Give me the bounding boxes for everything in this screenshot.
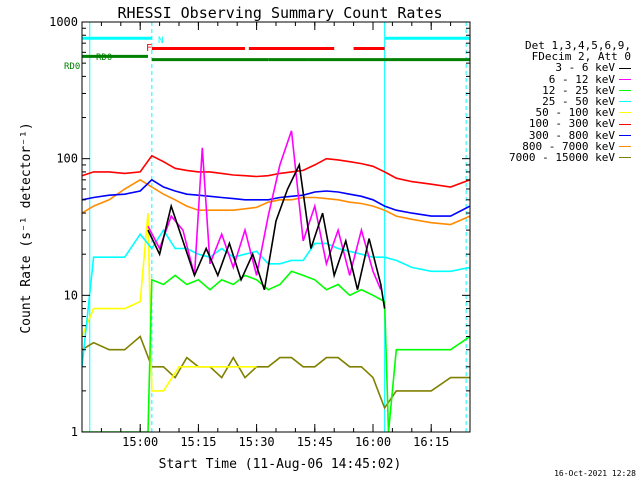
plot-area xyxy=(82,22,470,432)
y-tick-label-2: 100 xyxy=(56,152,78,166)
legend-entry-label: 3 - 6 keV xyxy=(555,61,615,75)
series-line-6 xyxy=(82,178,470,217)
legend-entry: 12 - 25 keV xyxy=(480,85,635,96)
timestamp-footer: 16-Oct-2021 12:28 xyxy=(554,469,636,478)
legend-entry-label: 100 - 300 keV xyxy=(528,117,615,131)
legend-entry: 50 - 100 keV xyxy=(480,107,635,118)
y-tick-label-1: 10 xyxy=(64,288,78,302)
legend-swatch xyxy=(619,101,631,103)
series-line-5 xyxy=(82,154,470,188)
series-line-4 xyxy=(82,213,257,392)
legend-header-line-1: Det 1,3,4,5,6,9, xyxy=(525,39,631,52)
y-tick-label-0: 1 xyxy=(71,425,78,439)
legend-entry-label: 7000 - 15000 keV xyxy=(509,151,615,165)
legend-entry-label: 12 - 25 keV xyxy=(542,83,615,97)
series-line-1 xyxy=(147,130,382,291)
legend-header-line-2: FDecim 2, Att 0 xyxy=(531,50,631,64)
legend-entry: 25 - 50 keV xyxy=(480,96,635,107)
legend-entry-label: 6 - 12 keV xyxy=(548,72,615,86)
y-axis-label: Count Rate (s⁻¹ detector⁻¹) xyxy=(19,122,34,333)
x-axis-label: Start Time (11-Aug-06 14:45:02) xyxy=(159,457,402,472)
legend-entry: 300 - 800 keV xyxy=(480,128,635,142)
legend-swatch xyxy=(619,112,631,114)
legend-swatch xyxy=(619,67,631,69)
legend-entry-label: 300 - 800 keV xyxy=(528,128,615,142)
legend-swatch xyxy=(619,78,631,80)
legend-swatch xyxy=(619,134,631,136)
x-tick-label-4: 16:00 xyxy=(355,435,391,449)
series-line-7 xyxy=(82,178,470,226)
legend-entry: 3 - 6 keV xyxy=(480,61,635,75)
legend-entry: 100 - 300 keV xyxy=(480,117,635,131)
legend: Det 1,3,4,5,6,9, FDecim 2, Att 0 3 - 6 k… xyxy=(480,40,635,163)
axes: NF RD0 RD0 15:00 15:15 15:30 15:45 16:00 16:15 1 1… xyxy=(49,15,471,449)
flag-label-rd0-bar: RD0 xyxy=(96,53,112,63)
flag-label-f: F xyxy=(146,43,152,54)
x-tick-label-2: 15:30 xyxy=(239,435,275,449)
legend-swatch xyxy=(619,123,631,125)
legend-entry: 7000 - 15000 keV xyxy=(480,152,635,163)
x-tick-label-3: 15:45 xyxy=(297,435,333,449)
legend-entry: 6 - 12 keV xyxy=(480,72,635,86)
x-tick-label-5: 16:15 xyxy=(413,435,449,449)
legend-entry: 800 - 7000 keV xyxy=(480,141,635,152)
x-tick-label-1: 15:15 xyxy=(180,435,216,449)
plot-frame xyxy=(81,21,471,433)
legend-entry-label: 25 - 50 keV xyxy=(542,95,615,109)
x-tick-label-0: 15:00 xyxy=(122,435,158,449)
flag-label-n: N xyxy=(158,36,163,46)
y-tick-label-3: 1000 xyxy=(49,15,78,29)
series-line-8 xyxy=(82,335,470,410)
series-line-2 xyxy=(82,270,470,432)
legend-entry-label: 50 - 100 keV xyxy=(535,106,615,120)
legend-swatch xyxy=(619,157,631,159)
series-line-0 xyxy=(147,162,386,309)
flag-label-rd0: RD0 xyxy=(64,62,80,72)
legend-swatch xyxy=(619,145,631,147)
legend-swatch xyxy=(619,89,631,91)
legend-entry-label: 800 - 7000 keV xyxy=(522,139,615,153)
chart-title: RHESSI Observing Summary Count Rates xyxy=(117,4,442,22)
